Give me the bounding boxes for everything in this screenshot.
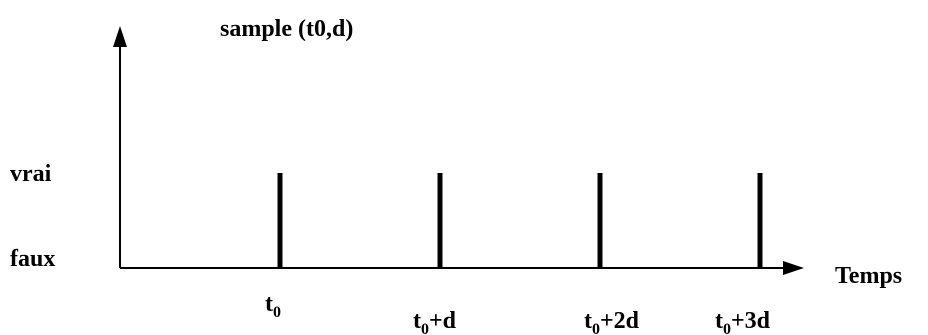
tick-label-t0: t0 [265,291,281,321]
tick-label-t0-plus-2d: t0+2d [584,308,640,335]
level-label-false: faux [10,246,55,272]
pulses [277,173,763,268]
x-axis-arrowhead [783,261,804,275]
diagram-title: sample (t0,d) [220,16,353,42]
y-axis-arrowhead [113,26,127,47]
level-label-true: vrai [10,161,52,187]
tick-label-t0-plus-d: t0+d [413,308,457,335]
tick-label-t0-plus-3d: t0+3d [715,308,771,335]
x-axis-label: Temps [835,263,902,289]
